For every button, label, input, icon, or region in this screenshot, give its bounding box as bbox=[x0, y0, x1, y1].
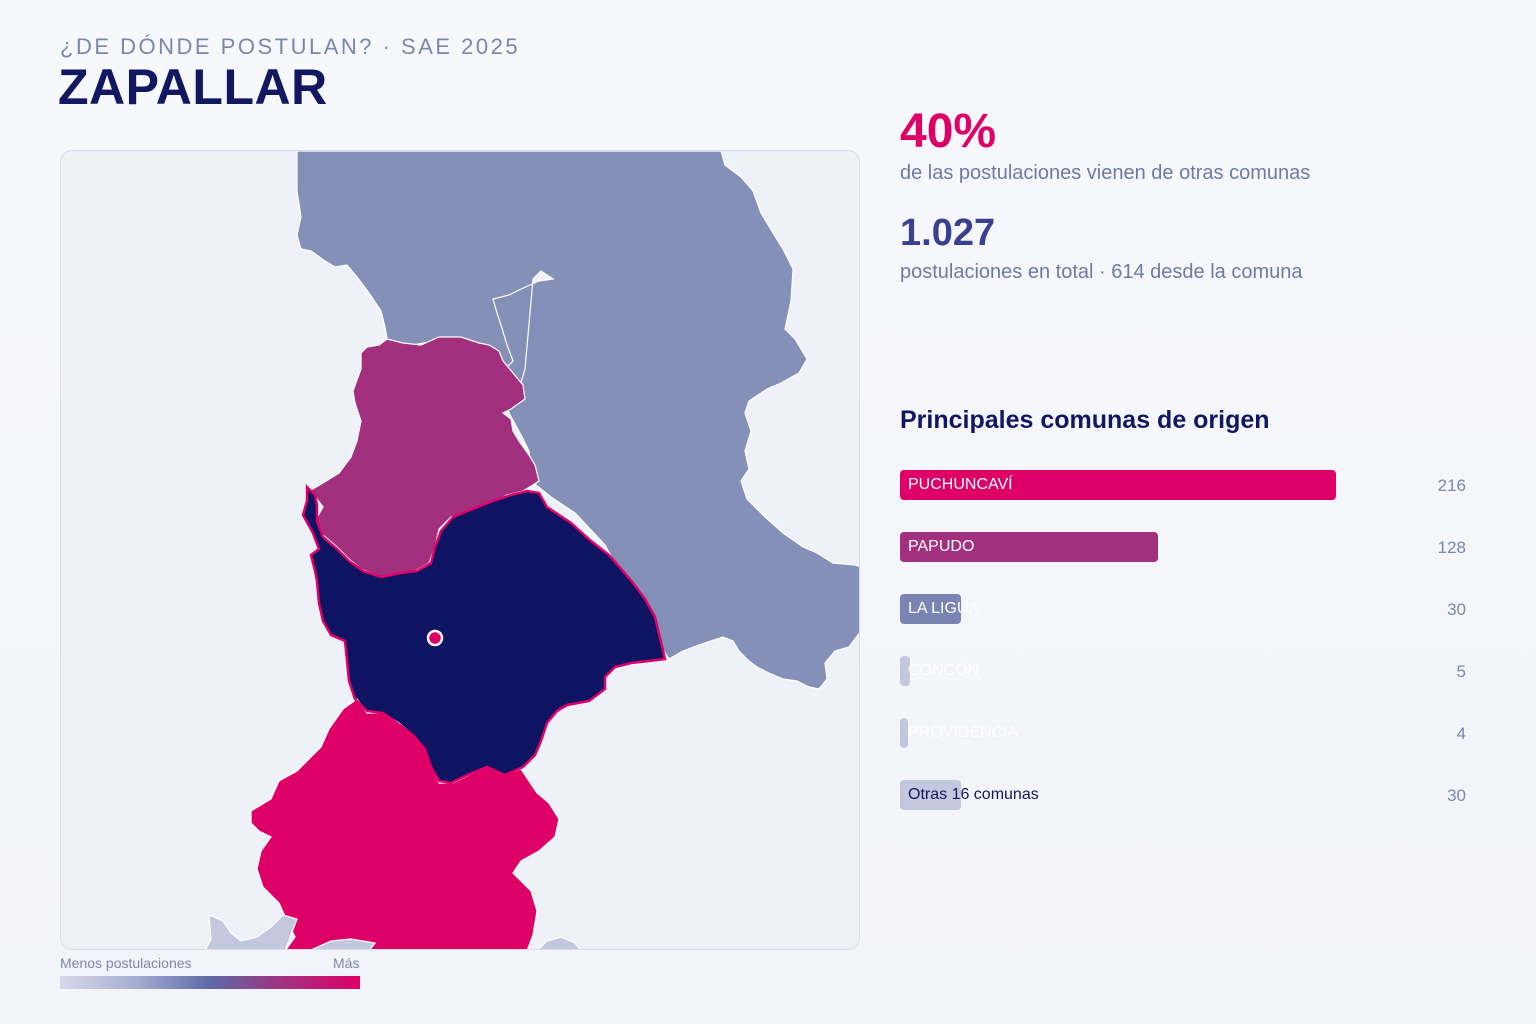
commune-map bbox=[205, 151, 859, 950]
kpi-total: 1.027 bbox=[900, 212, 996, 254]
bar-row: LA LIGUA 30 bbox=[900, 594, 1470, 656]
legend-min-label: Menos postulaciones bbox=[60, 955, 192, 971]
legend-gradient-bar bbox=[60, 976, 360, 989]
origin-bar-chart: PUCHUNCAVÍ 216 PAPUDO 128 LA LIGUA 30 CONCÓN 5 P… bbox=[900, 470, 1470, 842]
bar-mark[interactable] bbox=[900, 780, 961, 810]
bar-category-label: CONCÓN bbox=[908, 662, 980, 679]
bar-mark[interactable] bbox=[900, 656, 911, 686]
bar-row: PROVIDENCIA 4 bbox=[900, 718, 1470, 780]
bar-row: Otras 16 comunas 30 bbox=[900, 780, 1470, 842]
bar-row: CONCÓN 5 bbox=[900, 656, 1470, 718]
page-title: ZAPALLAR bbox=[58, 59, 328, 115]
chart-title: Principales comunas de origen bbox=[900, 406, 1270, 434]
map-region-papudo[interactable] bbox=[308, 336, 540, 578]
bar-value-label: 5 bbox=[1456, 662, 1466, 681]
bar-category-label: PAPUDO bbox=[908, 538, 975, 555]
page-subtitle: ¿DE DÓNDE POSTULAN? · SAE 2025 bbox=[60, 34, 521, 59]
kpi-percentage-label: de las postulaciones vienen de otras com… bbox=[900, 162, 1311, 184]
bar-mark[interactable] bbox=[900, 718, 909, 748]
zapallar-outline bbox=[301, 483, 667, 785]
bar-value-label: 128 bbox=[1437, 538, 1466, 557]
kpi-percentage: 40% bbox=[900, 105, 997, 158]
location-marker-icon bbox=[426, 629, 444, 647]
legend-max-label: Más bbox=[333, 955, 360, 971]
bar-category-label: PROVIDENCIA bbox=[908, 724, 1019, 741]
bar-value-label: 30 bbox=[1447, 600, 1466, 619]
bar-value-label: 30 bbox=[1447, 786, 1466, 805]
map-region-puchuncavi[interactable] bbox=[250, 698, 560, 950]
bar-value-label: 4 bbox=[1456, 724, 1466, 743]
bar-category-label: LA LIGUA bbox=[908, 600, 980, 617]
bar-row: PAPUDO 128 bbox=[900, 532, 1470, 594]
map-region-otras-1[interactable] bbox=[205, 914, 298, 950]
bar-category-label: PUCHUNCAVÍ bbox=[908, 476, 1013, 493]
bar-category-label: Otras 16 comunas bbox=[908, 786, 1039, 803]
map-card bbox=[60, 150, 860, 950]
bar-value-label: 216 bbox=[1437, 476, 1466, 495]
map-region-otras-2[interactable] bbox=[311, 938, 377, 950]
bar-row: PUCHUNCAVÍ 216 bbox=[900, 470, 1470, 532]
bar-mark[interactable] bbox=[900, 532, 1159, 562]
bar-mark[interactable] bbox=[900, 594, 961, 624]
map-region-otras-3[interactable] bbox=[537, 936, 581, 950]
kpi-total-label: postulaciones en total · 614 desde la co… bbox=[900, 261, 1303, 283]
bar-mark[interactable] bbox=[900, 470, 1336, 500]
